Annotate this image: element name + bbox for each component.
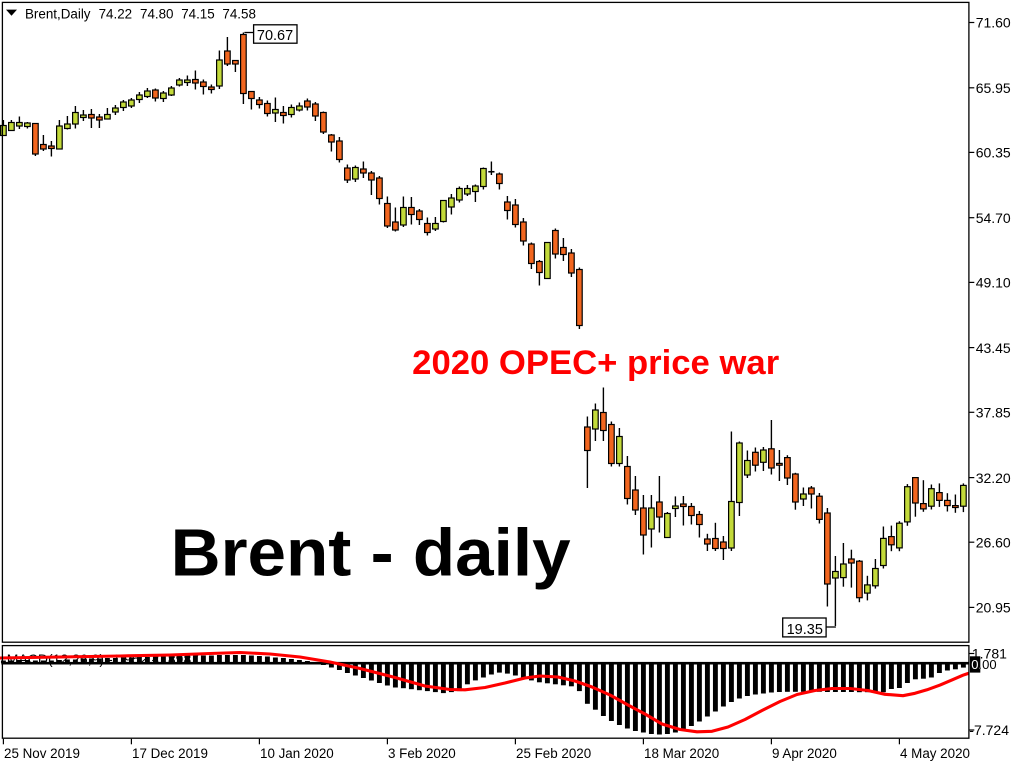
svg-text:20.95: 20.95 (976, 600, 1011, 616)
svg-text:26.60: 26.60 (976, 534, 1011, 550)
svg-text:70.67: 70.67 (257, 28, 293, 44)
svg-text:19.35: 19.35 (787, 622, 823, 638)
svg-text:9 Apr 2020: 9 Apr 2020 (772, 746, 837, 761)
svg-text:17 Dec 2019: 17 Dec 2019 (132, 746, 208, 761)
svg-text:3 Feb 2020: 3 Feb 2020 (388, 746, 456, 761)
svg-text:0.00: 0.00 (971, 657, 996, 672)
svg-text:18 Mar 2020: 18 Mar 2020 (644, 746, 719, 761)
svg-text:74.22: 74.22 (99, 7, 133, 22)
svg-text:4 May 2020: 4 May 2020 (900, 746, 970, 761)
svg-text:54.70: 54.70 (976, 210, 1011, 226)
svg-text:25 Feb 2020: 25 Feb 2020 (516, 746, 591, 761)
svg-text:0.00: 0.00 (971, 657, 996, 672)
svg-text:10 Jan 2020: 10 Jan 2020 (260, 746, 334, 761)
svg-text:74.58: 74.58 (222, 7, 256, 22)
svg-text:49.10: 49.10 (976, 275, 1011, 291)
svg-text:71.60: 71.60 (976, 15, 1011, 31)
svg-text:1.781: 1.781 (972, 646, 1007, 662)
svg-text:Brent,Daily: Brent,Daily (25, 7, 91, 22)
svg-text:Brent - daily: Brent - daily (171, 516, 571, 591)
svg-text:2020 OPEC+ price war: 2020 OPEC+ price war (412, 344, 779, 382)
svg-text:-7.724: -7.724 (969, 722, 1009, 738)
svg-text:37.85: 37.85 (976, 405, 1011, 421)
svg-text:32.20: 32.20 (976, 470, 1011, 486)
svg-text:25 Nov 2019: 25 Nov 2019 (4, 746, 80, 761)
svg-text:74.15: 74.15 (181, 7, 215, 22)
svg-text:43.45: 43.45 (976, 340, 1011, 356)
svg-text:74.80: 74.80 (140, 7, 174, 22)
svg-text:65.95: 65.95 (976, 80, 1011, 96)
svg-text:60.35: 60.35 (976, 145, 1011, 161)
